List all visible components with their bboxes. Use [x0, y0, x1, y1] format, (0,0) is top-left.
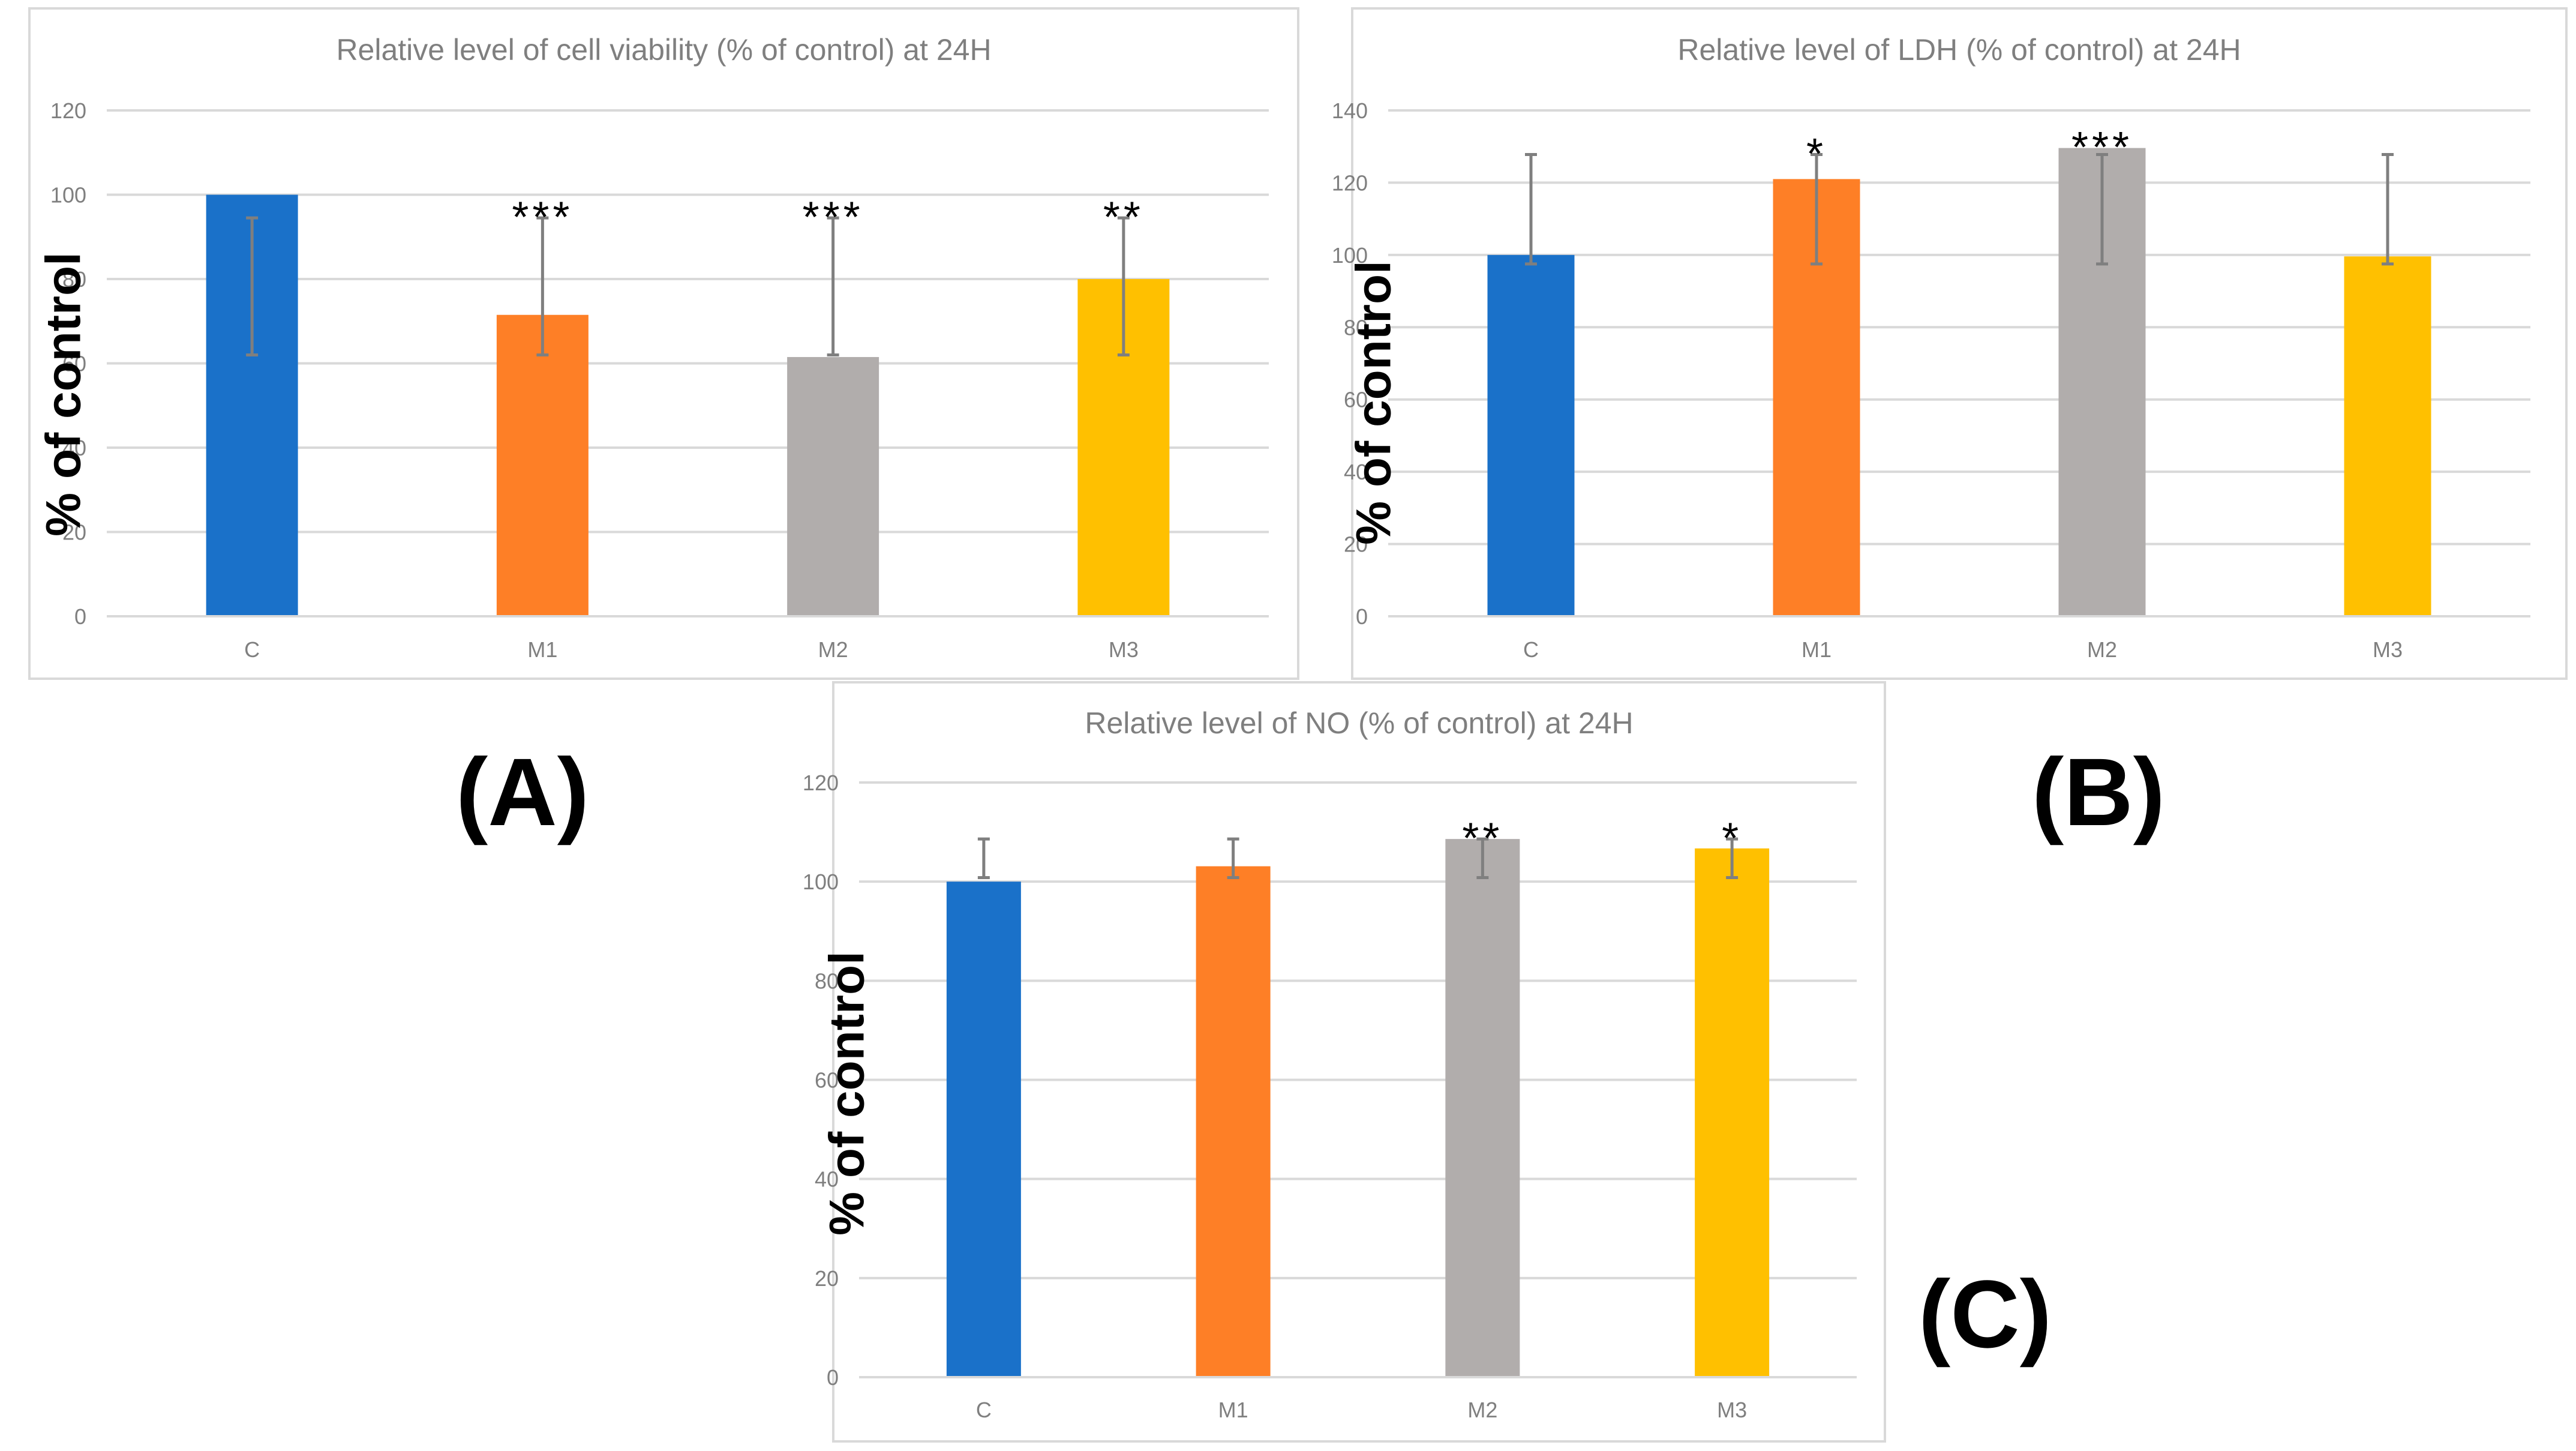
- significance-marker: ***: [2071, 124, 2133, 172]
- panel-label: (C): [1919, 1260, 2052, 1368]
- y-tick-label: 140: [1332, 98, 1368, 123]
- y-tick-label: 120: [50, 98, 86, 123]
- y-tick-label: 60: [62, 352, 86, 376]
- y-tick-label: 80: [62, 267, 86, 292]
- bar-m1: [1196, 866, 1271, 1376]
- y-tick-label: 40: [815, 1167, 839, 1192]
- y-axis-label: % of control: [820, 951, 875, 1236]
- x-tick-label: M3: [1109, 637, 1139, 662]
- x-tick-label: M2: [1467, 1398, 1497, 1422]
- y-tick-label: 100: [50, 183, 86, 208]
- y-tick-label: 40: [62, 436, 86, 460]
- bar-m2: [1445, 839, 1520, 1376]
- y-tick-label: 120: [1332, 170, 1368, 195]
- y-tick-label: 80: [815, 969, 839, 993]
- y-tick-label: 120: [803, 771, 839, 795]
- x-tick-label: M2: [2087, 637, 2117, 662]
- significance-marker: **: [1462, 815, 1503, 863]
- y-tick-label: 60: [815, 1068, 839, 1093]
- x-tick-label: C: [976, 1398, 992, 1422]
- x-tick-label: M1: [527, 637, 557, 662]
- chart-title: Relative level of cell viability (% of c…: [336, 33, 991, 67]
- y-tick-label: 20: [815, 1266, 839, 1291]
- x-tick-label: M1: [1218, 1398, 1248, 1422]
- x-tick-label: M3: [1717, 1398, 1747, 1422]
- y-tick-label: 20: [62, 520, 86, 545]
- significance-marker: **: [1103, 194, 1144, 242]
- significance-marker: ***: [803, 194, 864, 242]
- bar-c: [946, 882, 1021, 1376]
- x-tick-label: M2: [818, 637, 848, 662]
- y-tick-label: 100: [803, 870, 839, 894]
- y-axis-label: % of control: [1347, 260, 1401, 545]
- chart-title: Relative level of LDH (% of control) at …: [1677, 33, 2241, 67]
- bar-m2: [787, 356, 879, 615]
- bar-c: [1487, 254, 1575, 615]
- y-tick-label: 0: [1356, 604, 1368, 629]
- bar-m3: [1695, 848, 1770, 1376]
- y-axis-label: % of control: [37, 252, 91, 536]
- panel-label: (B): [2032, 738, 2165, 846]
- y-tick-label: 40: [1344, 460, 1368, 484]
- significance-marker: *: [1806, 130, 1827, 178]
- y-tick-label: 80: [1344, 315, 1368, 340]
- chart-title: Relative level of NO (% of control) at 2…: [1085, 706, 1633, 740]
- bar-m1: [496, 314, 589, 615]
- bar-m3: [2344, 256, 2431, 615]
- y-tick-label: 100: [1332, 243, 1368, 268]
- y-tick-label: 0: [74, 604, 86, 629]
- chart-b: Relative level of LDH (% of control) at …: [1332, 7, 2568, 680]
- chart-c: Relative level of NO (% of control) at 2…: [803, 681, 1886, 1443]
- x-tick-label: M1: [1802, 637, 1832, 662]
- x-tick-label: C: [244, 637, 260, 662]
- x-tick-label: M3: [2373, 637, 2403, 662]
- significance-marker: ***: [512, 194, 573, 242]
- chart-a: Relative level of cell viability (% of c…: [28, 7, 1299, 680]
- y-tick-label: 60: [1344, 388, 1368, 412]
- y-tick-label: 0: [827, 1365, 839, 1390]
- x-tick-label: C: [1523, 637, 1539, 662]
- panel-label: (A): [456, 738, 589, 846]
- significance-marker: *: [1722, 815, 1742, 863]
- y-tick-label: 20: [1344, 532, 1368, 557]
